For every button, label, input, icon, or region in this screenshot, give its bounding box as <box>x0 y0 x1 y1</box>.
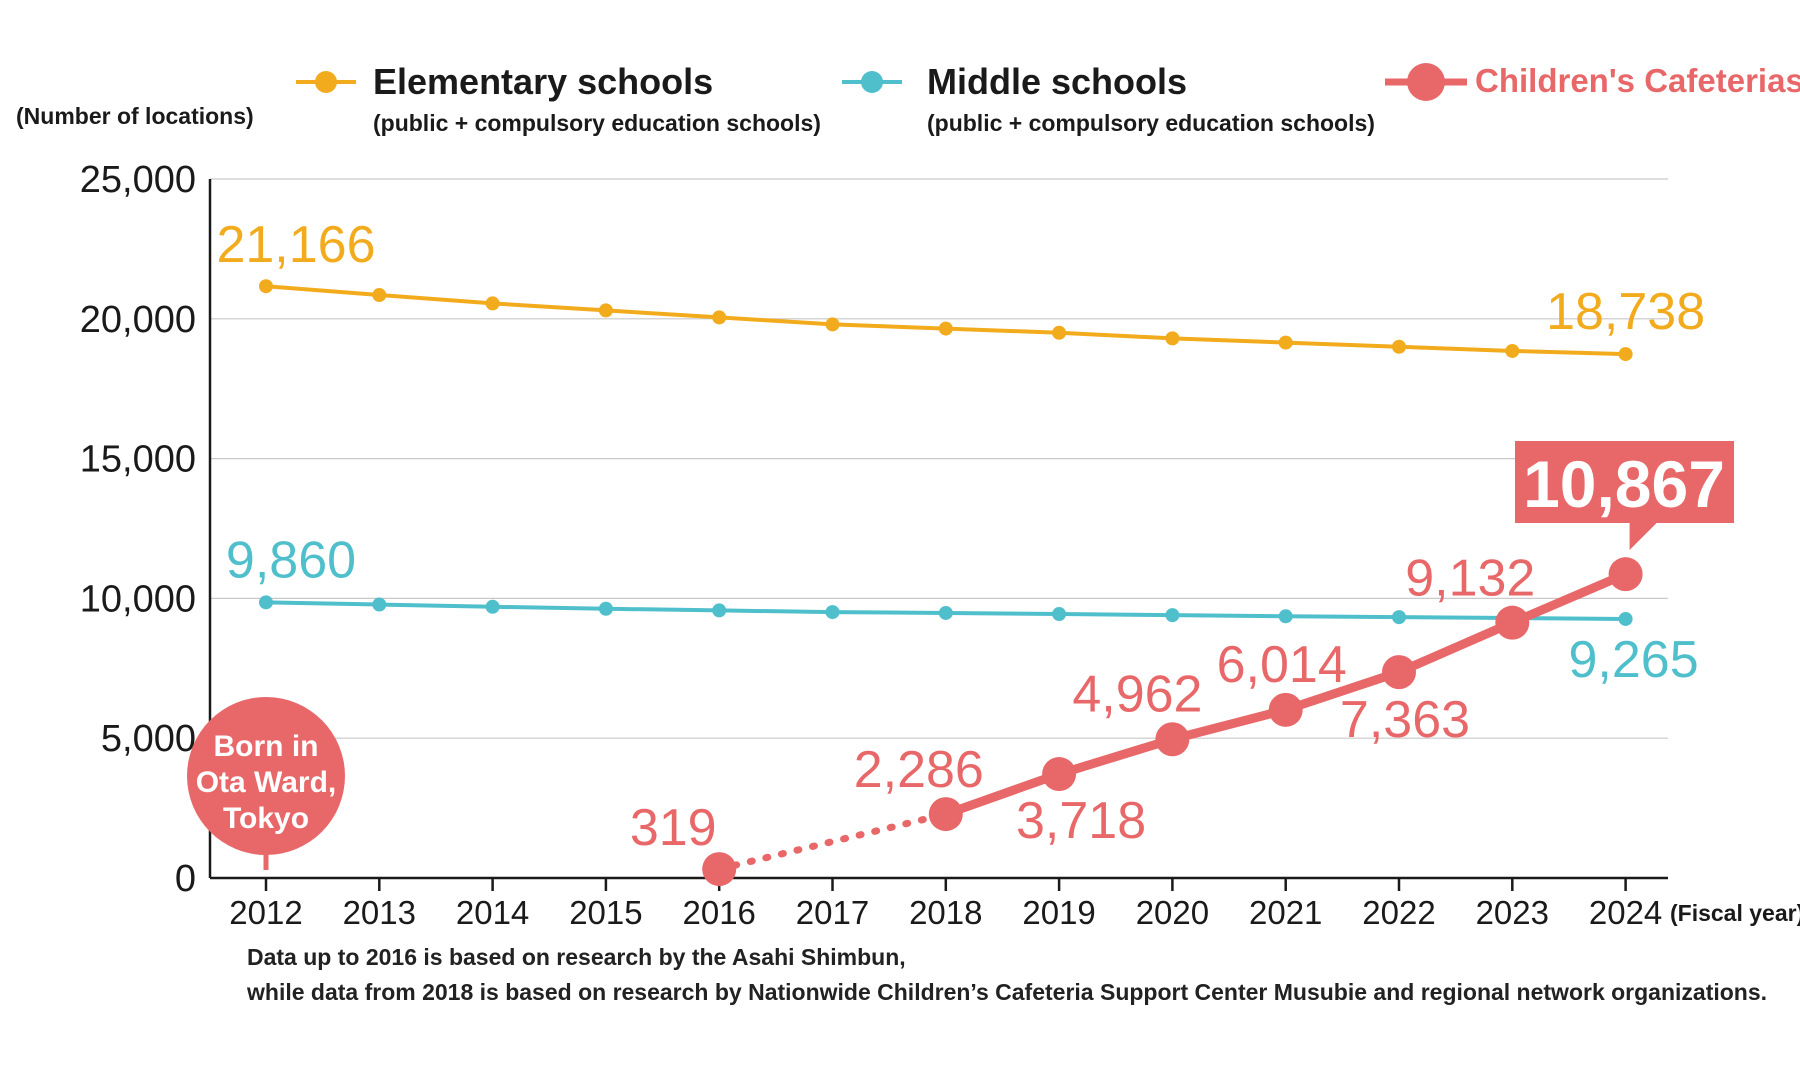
annotation-text: Tokyo <box>223 802 309 835</box>
x-tick-label: 2020 <box>1136 894 1209 931</box>
data-point <box>1392 339 1406 354</box>
x-tick-label: 2012 <box>229 894 302 931</box>
data-point <box>1278 609 1293 624</box>
data-point <box>1608 557 1643 592</box>
data-point <box>1382 655 1416 690</box>
data-label: 7,363 <box>1340 691 1470 749</box>
data-label: 9,860 <box>226 531 356 589</box>
data-label: 6,014 <box>1217 636 1347 694</box>
data-label: 18,738 <box>1546 283 1705 341</box>
y-tick-label: 0 <box>175 858 196 900</box>
x-tick-label: 2022 <box>1362 894 1435 931</box>
x-tick-label: 2018 <box>909 894 982 931</box>
data-point <box>1155 722 1190 757</box>
data-label: 2,286 <box>854 741 984 799</box>
data-point <box>1268 692 1303 727</box>
data-point <box>938 605 953 620</box>
annotation-text: Ota Ward, <box>196 766 337 799</box>
data-label: 319 <box>630 799 717 857</box>
data-point <box>1278 335 1293 350</box>
data-point <box>825 605 840 620</box>
data-point <box>1392 610 1406 625</box>
series-line <box>265 284 1626 357</box>
data-point <box>259 595 273 610</box>
x-tick-label: 2019 <box>1022 894 1095 931</box>
data-point <box>1042 757 1077 792</box>
x-axis-title: (Fiscal year) <box>1670 900 1800 926</box>
data-point <box>372 288 387 303</box>
annotation-bubble <box>187 697 345 855</box>
source-note-line-2: while data from 2018 is based on researc… <box>247 979 1768 1005</box>
x-tick-label: 2024 <box>1589 894 1662 931</box>
data-point <box>1165 608 1180 623</box>
x-tick-label: 2014 <box>456 894 529 931</box>
data-point <box>825 317 840 332</box>
data-point <box>928 797 963 832</box>
legend-subtitle: (public + compulsory education schools) <box>373 110 821 136</box>
x-tick-label: 2017 <box>796 894 869 931</box>
data-point <box>485 599 500 614</box>
y-tick-label: 20,000 <box>80 299 196 341</box>
data-point <box>1495 605 1530 640</box>
data-point <box>938 321 953 336</box>
source-note-line-1: Data up to 2016 is based on research by … <box>247 944 906 970</box>
value-callout-pointer <box>1629 522 1658 550</box>
data-point <box>712 603 727 618</box>
value-callout-text: 10,867 <box>1523 447 1725 521</box>
legend-label: Children's Cafeterias <box>1475 62 1800 99</box>
data-point <box>485 296 500 311</box>
y-axis-title: (Number of locations) <box>16 103 254 129</box>
data-point <box>702 852 737 887</box>
data-label: 9,265 <box>1569 631 1699 689</box>
series-line-dotted <box>715 810 950 873</box>
x-tick-label: 2023 <box>1476 894 1549 931</box>
legend-label: Elementary schools <box>373 61 713 102</box>
y-tick-label: 5,000 <box>101 718 196 760</box>
data-point <box>1618 611 1633 626</box>
data-point <box>598 303 613 318</box>
legend-swatch-dot <box>1407 63 1445 101</box>
data-point <box>1052 607 1067 622</box>
data-point <box>1052 325 1067 340</box>
x-tick-label: 2016 <box>682 894 755 931</box>
legend-subtitle: (public + compulsory education schools) <box>927 110 1375 136</box>
annotation-text: Born in <box>214 730 319 763</box>
data-label: 3,718 <box>1016 792 1146 850</box>
x-tick-label: 2015 <box>569 894 642 931</box>
legend-label: Middle schools <box>927 61 1187 102</box>
data-label: 4,962 <box>1072 665 1202 723</box>
data-label: 21,166 <box>216 216 375 274</box>
data-point <box>1505 343 1520 358</box>
legend-swatch-dot <box>861 71 883 93</box>
y-tick-label: 15,000 <box>80 439 196 481</box>
legend-swatch-dot <box>315 71 337 93</box>
data-label: 9,132 <box>1405 550 1535 608</box>
y-tick-label: 25,000 <box>80 159 196 201</box>
x-tick-label: 2021 <box>1249 894 1322 931</box>
x-tick-label: 2013 <box>343 894 416 931</box>
data-point <box>259 279 273 294</box>
data-point <box>598 601 613 616</box>
data-point <box>1618 347 1633 362</box>
data-point <box>712 310 727 325</box>
data-point <box>1165 331 1180 346</box>
data-point <box>372 597 387 612</box>
y-tick-label: 10,000 <box>80 578 196 620</box>
value-callout-box <box>1515 441 1734 523</box>
